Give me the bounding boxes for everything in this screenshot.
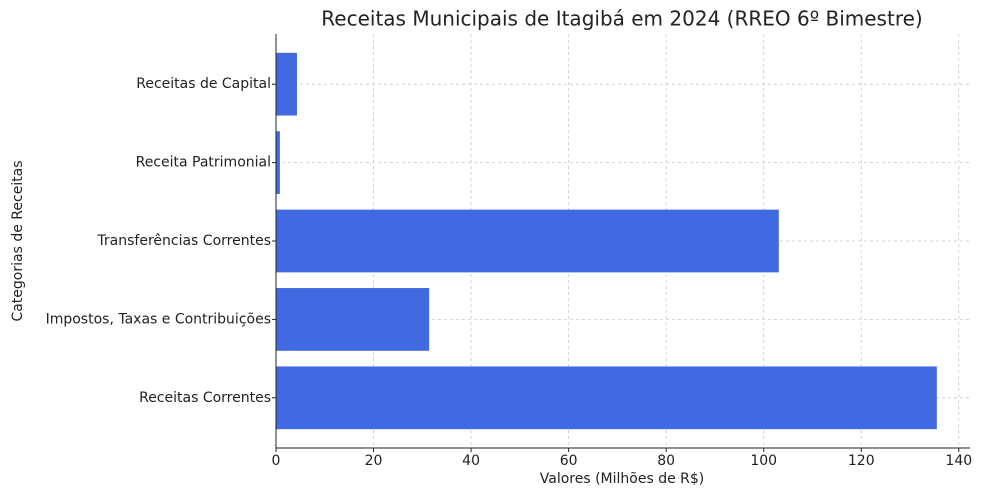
y-tick-label: Receita Patrimonial (136, 155, 271, 171)
chart-title: Receitas Municipais de Itagibá em 2024 (… (321, 7, 922, 31)
x-tick-label: 40 (462, 453, 480, 469)
bar (276, 288, 430, 351)
bar (276, 131, 280, 194)
x-tick-label: 140 (945, 453, 972, 469)
bar (276, 366, 937, 430)
x-axis-label: Valores (Milhões de R$) (540, 471, 705, 487)
y-axis-label: Categorias de Receitas (10, 160, 26, 321)
bar (276, 52, 297, 116)
x-tick-label: 120 (848, 453, 875, 469)
x-tick-label: 100 (750, 453, 777, 469)
bar (276, 209, 779, 273)
x-tick-label: 60 (560, 453, 578, 469)
y-tick-label: Transferências Correntes (96, 233, 271, 249)
x-tick-label: 80 (657, 453, 675, 469)
y-tick-label: Receitas Correntes (139, 390, 271, 406)
y-tick-label: Impostos, Taxas e Contribuições (46, 311, 271, 327)
x-tick-label: 20 (365, 453, 383, 469)
y-tick-label: Receitas de Capital (136, 76, 271, 92)
x-tick-label: 0 (272, 453, 281, 469)
